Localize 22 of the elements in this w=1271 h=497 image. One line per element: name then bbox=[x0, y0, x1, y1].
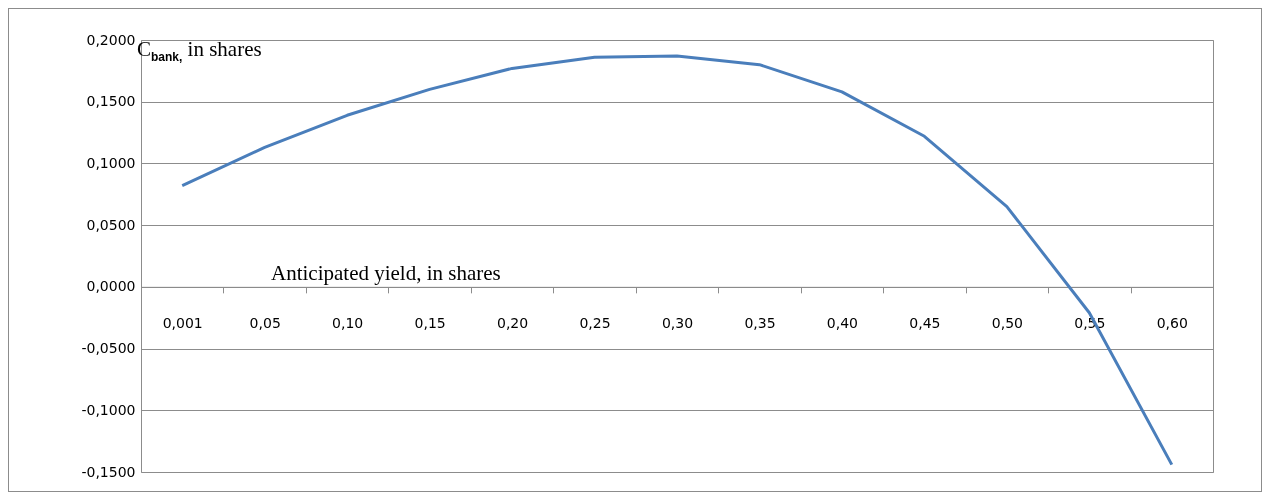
x-tick-label: 0,50 bbox=[991, 315, 1023, 332]
y-tick-label: -0,1500 bbox=[81, 463, 136, 480]
x-tick-label: 0,45 bbox=[909, 315, 941, 332]
y-tick-label: 0,0500 bbox=[86, 216, 136, 233]
x-tick-label: 0,15 bbox=[414, 315, 446, 332]
x-tick-label: 0,30 bbox=[661, 315, 694, 332]
x-axis-title: Anticipated yield, in shares bbox=[271, 261, 501, 286]
y-tick-label: 0,2000 bbox=[86, 31, 136, 48]
y-axis-title: C$_{bank,}$ in shares bbox=[137, 37, 262, 65]
x-tick-label: 0,10 bbox=[332, 315, 364, 332]
y-tick-label: 0,0000 bbox=[86, 278, 136, 295]
x-tick-label: 0,40 bbox=[826, 315, 859, 332]
y-tick-label: -0,1000 bbox=[81, 401, 136, 418]
x-tick-label: 0,25 bbox=[579, 315, 611, 332]
x-tick-label: 0,35 bbox=[744, 315, 776, 332]
y-tick-label: 0,1000 bbox=[86, 154, 136, 171]
x-tick-label: 0,05 bbox=[249, 315, 281, 332]
x-tick-label: 0,001 bbox=[162, 315, 203, 332]
x-tick-label: 0,20 bbox=[496, 315, 529, 332]
y-tick-label: -0,0500 bbox=[81, 340, 136, 357]
x-tick-label: 0,60 bbox=[1156, 315, 1188, 332]
y-tick-label: 0,1500 bbox=[86, 93, 136, 110]
